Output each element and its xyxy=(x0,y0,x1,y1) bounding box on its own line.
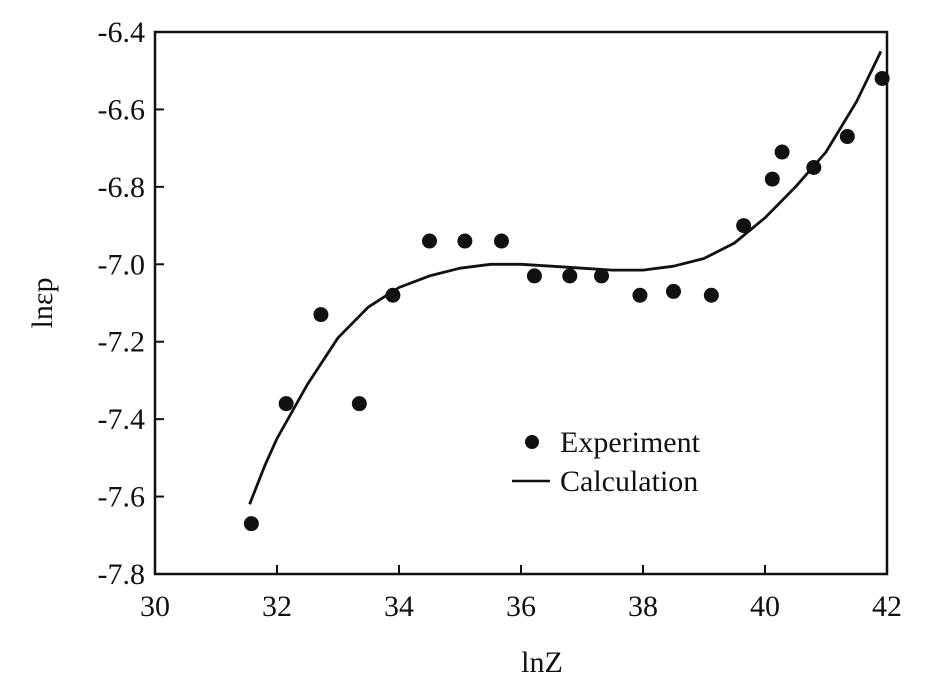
experiment-point-10 xyxy=(594,268,610,284)
x-axis-label: lnZ xyxy=(521,646,563,679)
experiment-point-1 xyxy=(278,396,294,412)
y-tick-label-6: -7.6 xyxy=(98,481,146,514)
x-tick-label-2: 34 xyxy=(384,590,414,623)
y-tick-label-5: -7.4 xyxy=(98,403,146,436)
experiment-point-6 xyxy=(457,233,473,249)
axis-ticks xyxy=(154,31,888,575)
y-tick-label-7: -7.8 xyxy=(98,558,146,591)
plot-frame xyxy=(153,30,889,576)
experiment-point-0 xyxy=(243,516,259,532)
y-tick-label-3: -7.0 xyxy=(98,248,146,281)
experiment-point-7 xyxy=(493,233,509,249)
x-tick-label-1: 32 xyxy=(262,590,292,623)
experiment-point-12 xyxy=(666,283,681,299)
experiment-point-9 xyxy=(562,268,578,284)
experiment-point-8 xyxy=(526,268,542,284)
experiment-point-16 xyxy=(774,144,790,160)
x-tick-label-4: 38 xyxy=(628,590,658,623)
y-tick-label-1: -6.6 xyxy=(98,93,146,126)
experiment-point-18 xyxy=(839,129,855,145)
y-tick-label-4: -7.2 xyxy=(98,326,146,359)
legend: Experiment Calculation xyxy=(512,426,701,498)
x-tick-label-0: 30 xyxy=(140,590,170,623)
legend-experiment-marker xyxy=(525,435,539,449)
experiment-point-14 xyxy=(736,218,752,234)
experiment-point-13 xyxy=(703,287,719,303)
experiment-series xyxy=(243,70,890,532)
experiment-point-4 xyxy=(385,287,401,303)
axis-tick-labels: 30 32 34 36 38 40 42 -6.4 -6.6 -6.8 -7.0 -7.2 -7.4 -7… xyxy=(98,16,903,623)
experiment-point-2 xyxy=(313,307,329,323)
x-tick-label-6: 42 xyxy=(872,590,902,623)
calculation-series xyxy=(248,50,883,505)
experiment-point-19 xyxy=(874,70,890,86)
legend-calculation-label: Calculation xyxy=(560,465,698,498)
experiment-point-3 xyxy=(351,396,367,412)
experiment-point-17 xyxy=(806,160,822,175)
x-tick-label-5: 40 xyxy=(750,590,780,623)
x-tick-label-3: 36 xyxy=(506,590,536,623)
y-tick-label-2: -6.8 xyxy=(98,171,146,204)
legend-experiment-label: Experiment xyxy=(560,426,701,459)
y-tick-label-0: -6.4 xyxy=(98,16,146,49)
experiment-point-11 xyxy=(632,287,648,303)
experiment-point-5 xyxy=(422,233,437,249)
y-axis-label: lnεp xyxy=(26,278,59,329)
experiment-point-15 xyxy=(764,171,780,187)
calculation-curve xyxy=(248,50,883,505)
